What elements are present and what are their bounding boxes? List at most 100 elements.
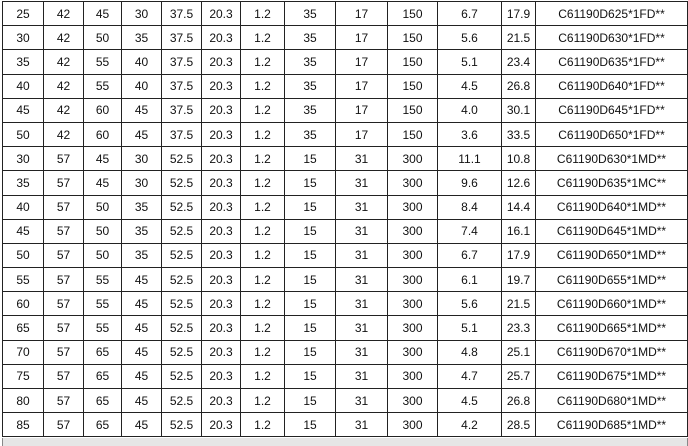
part-number-cell: C61190D670*1MD** (535, 339, 688, 365)
table-cell: 31 (335, 291, 388, 317)
table-row: 45 57 50 35 52.5 20.3 1.2 15 31 300 7.4 16.1 C61190D… (2, 218, 688, 244)
table-cell: 30 (2, 146, 44, 172)
table-cell: 8.4 (437, 194, 502, 220)
table-cell: 31 (335, 218, 388, 244)
table-cell: 1.2 (240, 387, 285, 414)
table-cell: 15 (284, 218, 336, 244)
table-row: 35 42 55 40 37.5 20.3 1.2 35 17 150 5.1 23.4 C61190D… (2, 49, 688, 75)
table-cell: 1.2 (240, 49, 285, 75)
table-cell: 6.1 (437, 267, 502, 293)
table-cell: 15 (284, 170, 336, 196)
part-number-cell: C61190D650*1FD** (535, 121, 688, 148)
table-row: 30 42 50 35 37.5 20.3 1.2 35 17 150 5.6 21.5 C61190D… (2, 25, 688, 51)
table-cell: 45 (121, 121, 162, 148)
part-number-cell: C61190D660*1MD** (535, 291, 688, 317)
table-cell: 50 (83, 218, 122, 244)
table-cell: 52.5 (161, 339, 202, 365)
table-row: 50 57 50 35 52.5 20.3 1.2 15 31 300 6.7 17.9 C61190D… (2, 242, 688, 269)
table-cell: 31 (335, 170, 388, 196)
table-cell: 150 (387, 25, 438, 51)
part-number-cell: C61190D675*1MD** (535, 363, 688, 390)
table-cell: 17 (335, 121, 388, 148)
table-cell: 1.2 (240, 291, 285, 317)
table-cell: 300 (387, 412, 438, 438)
table-cell: 1.2 (240, 121, 285, 148)
table-cell: 80 (2, 387, 44, 414)
table-cell: 57 (43, 387, 84, 414)
table-cell: 57 (43, 315, 84, 341)
table-cell: 65 (83, 339, 122, 365)
table-cell: 15 (284, 315, 336, 341)
table-cell: 4.0 (437, 97, 502, 123)
table-cell: 57 (43, 194, 84, 220)
part-number-cell: C61190D635*1FD** (535, 49, 688, 75)
table-row: 70 57 65 45 52.5 20.3 1.2 15 31 300 4.8 25.1 C61190D… (2, 339, 688, 365)
table-cell: 20.3 (201, 339, 241, 365)
table-cell: 150 (387, 0, 438, 27)
table-cell: 45 (121, 97, 162, 123)
table-cell: 65 (83, 387, 122, 414)
table-cell: 57 (43, 339, 84, 365)
table-cell: 52.5 (161, 170, 202, 196)
table-cell: 30 (121, 170, 162, 196)
table-cell: 75 (2, 363, 44, 390)
table-cell: 65 (2, 315, 44, 341)
table-cell: 1.2 (240, 339, 285, 365)
table-cell: 35 (121, 194, 162, 220)
table-cell: 26.8 (501, 387, 536, 414)
table-cell: 17.9 (501, 0, 536, 27)
table-cell: 31 (335, 412, 388, 438)
table-cell: 31 (335, 315, 388, 341)
table-cell: 45 (83, 0, 122, 27)
table-cell: 60 (83, 121, 122, 148)
table-cell: 70 (2, 339, 44, 365)
table-cell: 52.5 (161, 194, 202, 220)
table-cell: 5.1 (437, 49, 502, 75)
table-cell: 55 (83, 291, 122, 317)
table-cell: 45 (2, 97, 44, 123)
table-cell: 1.2 (240, 242, 285, 269)
table-cell: 15 (284, 146, 336, 172)
part-number-cell: C61190D685*1MD** (535, 412, 688, 438)
table-cell: 37.5 (161, 49, 202, 75)
part-number-cell: C61190D640*1FD** (535, 73, 688, 99)
table-cell: 17 (335, 97, 388, 123)
table-row: 45 42 60 45 37.5 20.3 1.2 35 17 150 4.0 30.1 C61190D… (2, 97, 688, 123)
table-cell: 150 (387, 97, 438, 123)
table-cell: 4.2 (437, 412, 502, 438)
table-cell: 1.2 (240, 315, 285, 341)
table-cell: 15 (284, 242, 336, 269)
table-cell: 35 (284, 97, 336, 123)
table-cell: 57 (43, 146, 84, 172)
table-cell: 45 (121, 291, 162, 317)
table-cell: 55 (83, 267, 122, 293)
table-cell: 4.5 (437, 387, 502, 414)
table-row: 60 57 55 45 52.5 20.3 1.2 15 31 300 5.6 21.5 C61190D… (2, 291, 688, 317)
table-cell: 15 (284, 267, 336, 293)
part-number-cell: C61190D665*1MD** (535, 315, 688, 341)
table-cell: 31 (335, 146, 388, 172)
table-cell: 57 (43, 242, 84, 269)
table-cell: 35 (121, 25, 162, 51)
part-number-cell: C61190D655*1MD** (535, 267, 688, 293)
table-cell: 150 (387, 121, 438, 148)
table-cell: 20.3 (201, 363, 241, 390)
table-cell: 6.7 (437, 0, 502, 27)
table-cell: 1.2 (240, 218, 285, 244)
table-cell: 42 (43, 49, 84, 75)
table-cell: 11.1 (437, 146, 502, 172)
table-cell: 9.6 (437, 170, 502, 196)
table-cell: 20.3 (201, 194, 241, 220)
table-cell: 37.5 (161, 121, 202, 148)
table-cell: 50 (83, 242, 122, 269)
table-cell: 35 (121, 242, 162, 269)
table-cell: 55 (2, 267, 44, 293)
table-cell: 52.5 (161, 412, 202, 438)
table-cell: 45 (121, 412, 162, 438)
table-cell: 1.2 (240, 25, 285, 51)
table-cell: 19.7 (501, 267, 536, 293)
table-cell: 52.5 (161, 146, 202, 172)
table-cell: 45 (83, 170, 122, 196)
table-cell: 31 (335, 242, 388, 269)
table-cell: 10.8 (501, 146, 536, 172)
